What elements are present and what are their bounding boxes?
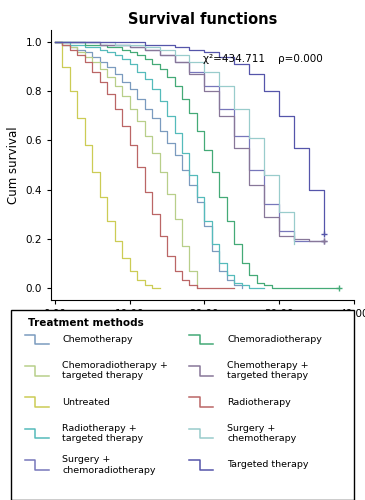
Title: Survival functions: Survival functions — [128, 12, 277, 28]
Text: χ²=434.711    ρ=0.000: χ²=434.711 ρ=0.000 — [203, 54, 322, 64]
Y-axis label: Cum survival: Cum survival — [7, 126, 20, 204]
Text: Chemoradiotherapy: Chemoradiotherapy — [227, 335, 322, 344]
Text: Surgery +
chemoradiotherapy: Surgery + chemoradiotherapy — [62, 455, 156, 474]
Text: Treatment methods: Treatment methods — [28, 318, 144, 328]
Text: Radiotherapy +
targeted therapy: Radiotherapy + targeted therapy — [62, 424, 143, 443]
Text: Chemoradiotherapy +
targeted therapy: Chemoradiotherapy + targeted therapy — [62, 361, 168, 380]
Text: Surgery +
chemotherapy: Surgery + chemotherapy — [227, 424, 296, 443]
X-axis label: Survival time (months): Survival time (months) — [116, 324, 289, 338]
Text: Radiotherapy: Radiotherapy — [227, 398, 291, 406]
Text: Targeted therapy: Targeted therapy — [227, 460, 308, 469]
Text: Chemotherapy: Chemotherapy — [62, 335, 133, 344]
Text: Chemotherapy +
targeted therapy: Chemotherapy + targeted therapy — [227, 361, 309, 380]
Text: Untreated: Untreated — [62, 398, 110, 406]
FancyBboxPatch shape — [11, 310, 354, 500]
